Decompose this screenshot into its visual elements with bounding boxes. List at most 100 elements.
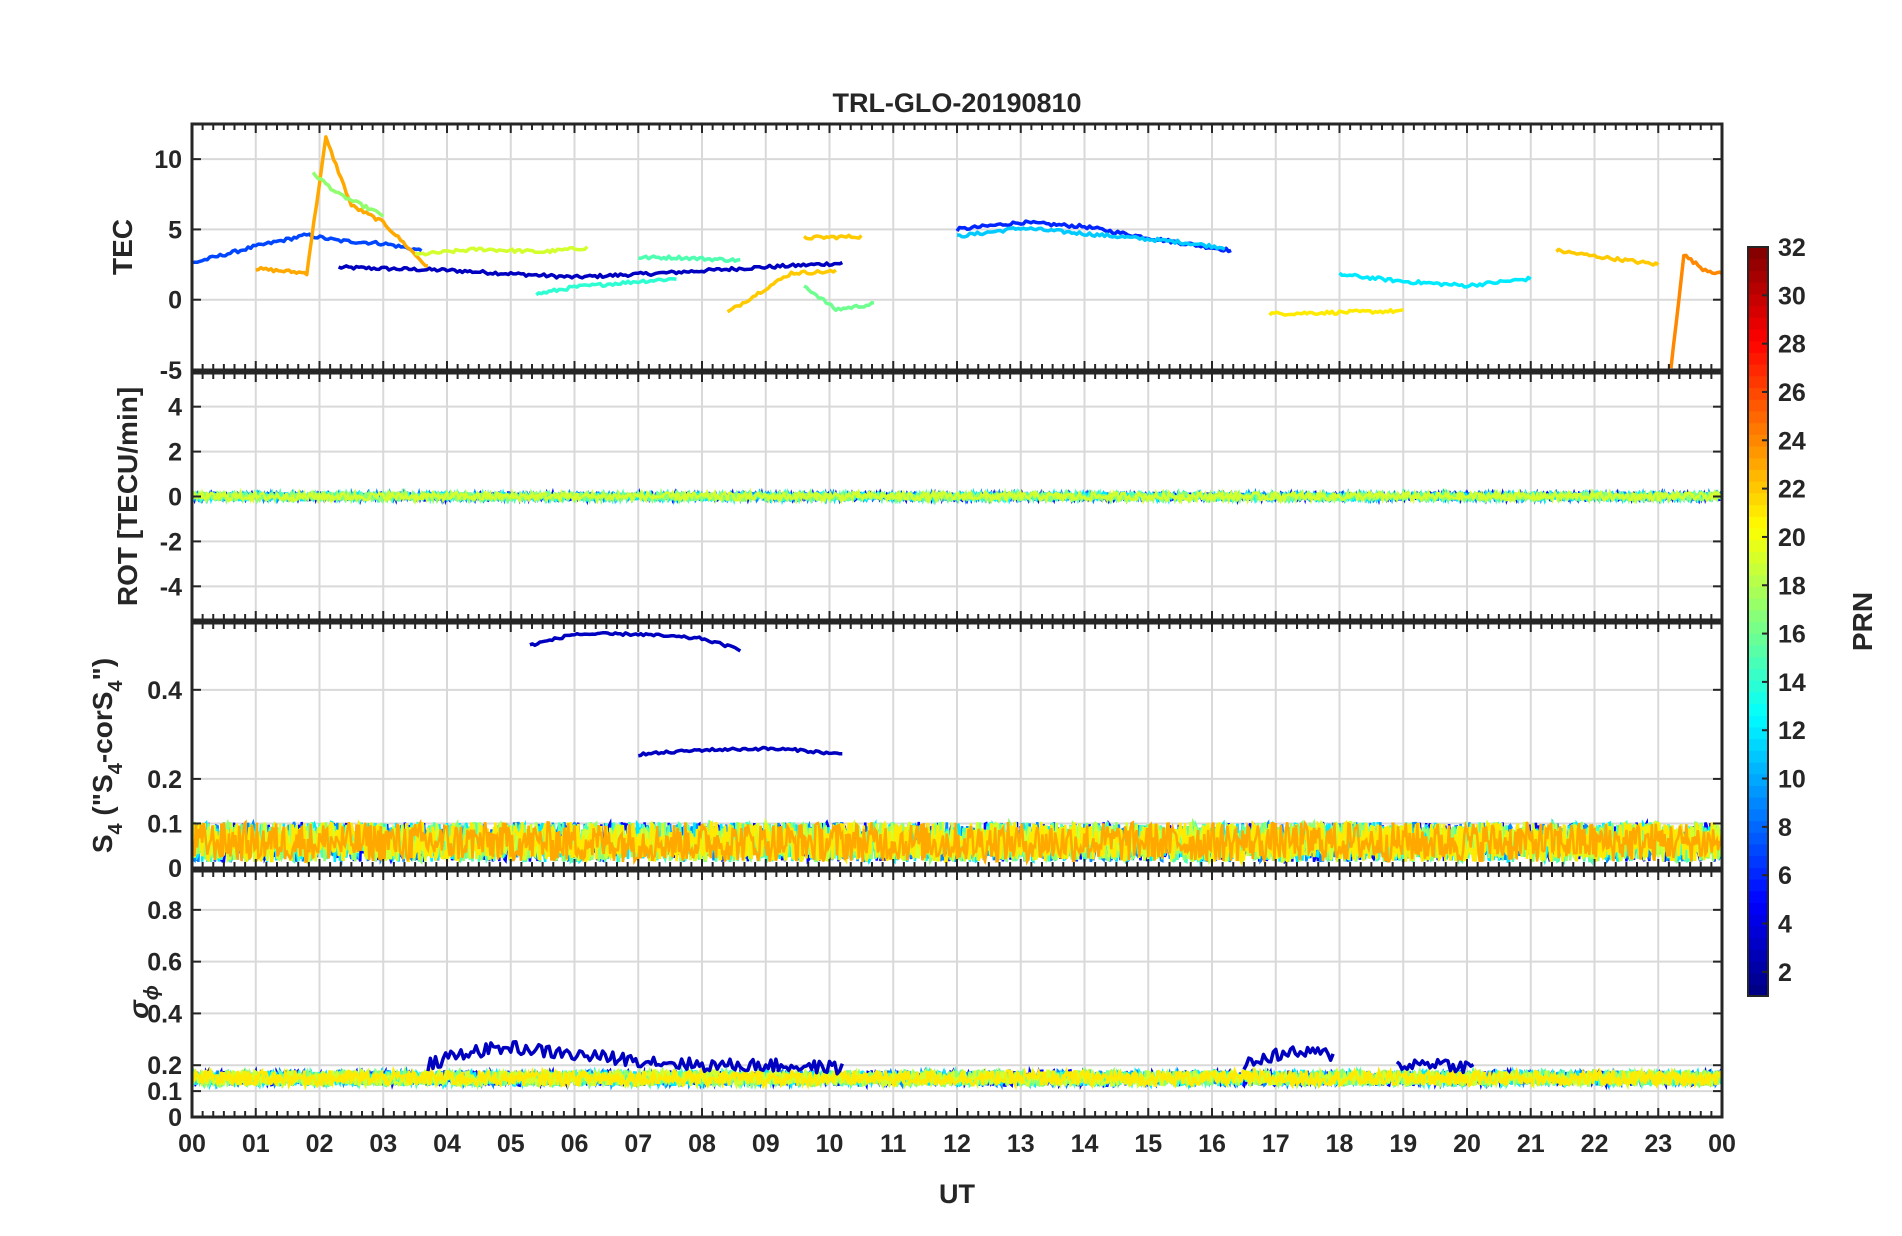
colorbar-swatch	[1748, 399, 1768, 412]
x-tick-label: 21	[1517, 1130, 1545, 1158]
colorbar-tick-label: 14	[1778, 669, 1806, 697]
colorbar-swatch	[1748, 902, 1768, 915]
x-tick-label: 23	[1644, 1130, 1672, 1158]
colorbar-swatch	[1748, 797, 1768, 810]
colorbar-swatch	[1748, 282, 1768, 295]
colorbar-swatch	[1748, 364, 1768, 377]
x-tick-label: 15	[1134, 1130, 1162, 1158]
x-tick-label: 00	[1708, 1130, 1736, 1158]
series-line-prn-22	[1555, 247, 1660, 267]
colorbar-tick-label: 8	[1778, 814, 1792, 842]
panel-tec-grid	[192, 124, 1722, 370]
colorbar-swatch	[1748, 387, 1768, 400]
panel-tec-axes: -5 0 5 10 TEC	[107, 122, 1724, 385]
x-tick-label: 16	[1198, 1130, 1226, 1158]
colorbar-swatch	[1748, 855, 1768, 868]
colorbar-swatch	[1748, 715, 1768, 728]
x-tick-label: 07	[624, 1130, 652, 1158]
colorbar-swatch	[1748, 410, 1768, 424]
x-tick-label: 13	[1007, 1130, 1035, 1158]
colorbar-swatch	[1748, 258, 1768, 272]
y-tick-label: 0.1	[147, 810, 182, 838]
colorbar-tick-label: 32	[1778, 234, 1806, 262]
x-tick-label: 20	[1453, 1130, 1481, 1158]
y-tick-label: 0.4	[147, 1000, 182, 1028]
series-line-prn-3	[638, 745, 843, 758]
colorbar-swatch	[1748, 504, 1768, 517]
colorbar-tick-label: 6	[1778, 862, 1792, 890]
series-line-prn-17	[311, 171, 385, 218]
colorbar-swatch	[1748, 328, 1768, 342]
x-tick-label: 11	[880, 1130, 907, 1158]
x-tick-label: 02	[306, 1130, 334, 1158]
x-tick-label: 05	[497, 1130, 525, 1158]
colorbar-swatch	[1748, 761, 1768, 775]
y-axis-label: ROT [TECU/min]	[112, 387, 143, 606]
x-tick-label: 17	[1262, 1130, 1290, 1158]
colorbar-tick-label: 20	[1778, 524, 1806, 552]
colorbar-swatch	[1748, 633, 1768, 646]
series-line-prn-3	[1242, 1045, 1335, 1071]
y-tick-label: 4	[168, 394, 182, 422]
series-line-prn-3	[426, 1040, 844, 1076]
y-tick-label: 0.4	[147, 677, 182, 705]
series-line	[192, 487, 1722, 506]
series-line-prn-3	[529, 631, 742, 653]
series-line-prn-24	[1669, 253, 1722, 369]
colorbar-frame	[1747, 246, 1769, 997]
colorbar-swatch	[1748, 914, 1768, 927]
colorbar-tick-label: 12	[1778, 717, 1806, 745]
x-tick-label: 14	[1071, 1130, 1099, 1158]
y-tick-label: 0.8	[147, 897, 182, 925]
colorbar-swatch	[1748, 469, 1768, 482]
panel-s4-data	[192, 623, 1722, 868]
colorbar-swatch	[1748, 878, 1768, 892]
x-tick-label: 22	[1581, 1130, 1609, 1158]
colorbar-swatch	[1748, 621, 1768, 634]
panel-sigma_phi-grid	[192, 871, 1722, 1117]
colorbar-swatch	[1748, 703, 1768, 716]
colorbar-swatch	[1748, 492, 1768, 506]
panel-sigma_phi-noise	[192, 1065, 1722, 1091]
colorbar-swatch	[1748, 890, 1768, 903]
series-line-prn-7	[192, 232, 423, 265]
y-axis-label: TEC	[107, 219, 138, 275]
colorbar-swatch	[1748, 738, 1768, 751]
colorbar-swatch	[1748, 972, 1768, 985]
x-tick-label: 03	[369, 1130, 397, 1158]
y-tick-label: 5	[168, 216, 182, 244]
x-tick-label: 12	[943, 1130, 971, 1158]
series-line-prn-21	[1268, 307, 1404, 317]
colorbar-swatch	[1748, 247, 1768, 260]
y-tick-label: 0	[168, 287, 182, 315]
series-line	[192, 1065, 1722, 1091]
colorbar-tick-label: 30	[1778, 282, 1806, 310]
y-axis-label: σϕ	[123, 985, 163, 1019]
colorbar-swatch	[1748, 668, 1768, 681]
colorbar-swatch	[1748, 551, 1768, 564]
y-tick-label: 0	[168, 484, 182, 512]
colorbar-swatch	[1748, 527, 1768, 541]
colorbar-swatch	[1748, 422, 1768, 435]
colorbar-swatch	[1748, 960, 1768, 974]
colorbar-swatch	[1748, 457, 1768, 470]
data-layer	[192, 124, 1722, 1117]
colorbar-tick-label: 10	[1778, 766, 1806, 794]
colorbar-swatch	[1748, 644, 1768, 658]
colorbar-swatch	[1748, 270, 1768, 283]
panel-tec-data	[192, 124, 1722, 370]
series-line-prn-3	[1395, 1057, 1475, 1075]
x-tick-label: 08	[688, 1130, 716, 1158]
x-tick-label: 19	[1389, 1130, 1417, 1158]
series-line-prn-22	[802, 233, 863, 241]
colorbar-swatch	[1748, 984, 1768, 997]
panel-rot-data	[192, 373, 1722, 620]
colorbar-tick-label: 2	[1778, 959, 1792, 987]
series-line-prn-14	[535, 276, 677, 297]
x-axis-label: UT	[939, 1179, 975, 1209]
colorbar-swatch	[1748, 949, 1768, 962]
series-line-prn-15	[638, 254, 741, 264]
y-tick-label: 0.2	[147, 1052, 182, 1080]
colorbar-tick-label: 4	[1778, 911, 1792, 939]
colorbar-swatch	[1748, 434, 1768, 447]
